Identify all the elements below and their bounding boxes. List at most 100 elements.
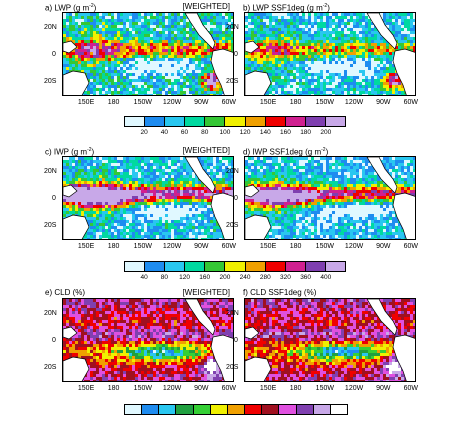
colorbar-swatch: [285, 117, 306, 126]
lon-label-180: 180: [107, 243, 120, 250]
colorbar-swatch: [165, 117, 186, 126]
colorbar-swatch: [205, 262, 226, 271]
lat-label-20s-row2b: 20S: [226, 222, 239, 229]
lat-label-0-row1: 0: [52, 51, 56, 58]
lon-label-150w: 150W: [133, 99, 152, 106]
colorbar-tick-label: 40: [160, 129, 168, 136]
colorbar-tick-label: 280: [259, 274, 271, 281]
colorbar-tick-label: 120: [179, 274, 190, 281]
colorbar-iwp-labels: 40 80 120 160 200 240 280 320 360 400: [124, 274, 346, 283]
colorbar-swatch: [125, 405, 143, 414]
lon-label-150e: 150E: [259, 243, 277, 250]
colorbar-swatch: [185, 262, 206, 271]
lon-label-120w: 120W: [344, 243, 364, 250]
colorbar-swatch: [225, 262, 246, 271]
lon-label-150e: 150E: [77, 243, 95, 250]
colorbar-lwp-labels: 20 40 60 80 100 120 140 160 180 200: [124, 129, 346, 138]
colorbar-tick-label: 360: [300, 274, 312, 281]
lon-label-150w: 150W: [315, 243, 334, 250]
map-iwp-ssf1deg: [244, 156, 416, 240]
colorbar-swatch: [285, 262, 306, 271]
lat-label-20n-row1b: 20N: [226, 24, 239, 31]
colorbar-tick-label: 180: [300, 129, 312, 136]
panel-c-tag: [WEIGHTED]: [182, 146, 230, 155]
colorbar-tick-label: 160: [199, 274, 211, 281]
panel-e-tag: [WEIGHTED]: [182, 288, 230, 297]
lon-label-60w: 60W: [221, 243, 237, 250]
colorbar-iwp: [124, 261, 346, 272]
colorbar-swatch: [210, 405, 228, 414]
colorbar-swatch: [176, 405, 194, 414]
panel-a-tag: [WEIGHTED]: [182, 2, 230, 11]
lon-label-60w: 60W: [403, 385, 419, 392]
lat-label-20s-row2: 20S: [44, 222, 57, 229]
lat-label-20s-row1: 20S: [44, 78, 57, 85]
lat-label-20n-row2b: 20N: [226, 168, 239, 175]
colorbar-swatch: [279, 405, 297, 414]
colorbar-tick-label: 40: [140, 274, 148, 281]
lat-label-20n-row1: 20N: [44, 24, 57, 31]
lat-label-0-row3b: 0: [234, 337, 238, 344]
colorbar-swatch: [225, 117, 246, 126]
colorbar-tick-label: 320: [280, 274, 291, 281]
lon-label-120w: 120W: [162, 385, 182, 392]
panel-c-title: c) IWP (g m-2): [45, 147, 95, 157]
colorbar-tick-label: 80: [160, 274, 168, 281]
colorbar-swatch: [265, 262, 286, 271]
lat-label-0-row3: 0: [52, 337, 56, 344]
lat-label-20n-row3b: 20N: [226, 310, 239, 317]
lon-label-120w: 120W: [162, 99, 182, 106]
colorbar-swatch: [245, 262, 266, 271]
lon-label-180: 180: [289, 99, 302, 106]
lon-label-150e: 150E: [77, 99, 95, 106]
colorbar-swatch: [165, 262, 186, 271]
colorbar-swatch: [325, 117, 346, 126]
panel-d-title: d) IWP SSF1deg (g m-2): [243, 147, 329, 157]
lat-label-0-row2: 0: [52, 195, 56, 202]
lat-label-20s-row3b: 20S: [226, 364, 239, 371]
lon-label-150w: 150W: [315, 99, 334, 106]
lon-label-150e: 150E: [259, 99, 277, 106]
colorbar-swatch: [262, 405, 280, 414]
lon-label-150e: 150E: [259, 385, 277, 392]
lon-label-180: 180: [289, 385, 302, 392]
colorbar-swatch: [185, 117, 206, 126]
panel-b-title: b) LWP SSF1deg (g m-2): [243, 3, 330, 13]
colorbar-tick-label: 100: [219, 129, 231, 136]
colorbar-swatch: [159, 405, 177, 414]
lon-label-90w: 90W: [194, 243, 209, 250]
panel-a-title: a) LWP (g m-2): [45, 3, 97, 13]
map-lwp-ssf1deg: [244, 12, 416, 96]
colorbar-swatch: [125, 117, 146, 126]
lon-label-90w: 90W: [376, 243, 391, 250]
lon-label-60w: 60W: [403, 243, 419, 250]
lon-label-60w: 60W: [221, 385, 237, 392]
colorbar-swatch: [245, 405, 263, 414]
colorbar-tick-label: 20: [140, 129, 148, 136]
colorbar-tick-label: 200: [219, 274, 231, 281]
colorbar-tick-label: 120: [239, 129, 251, 136]
map-lwp-weighted: [62, 12, 234, 96]
colorbar-swatch: [145, 117, 166, 126]
lat-label-0-row2b: 0: [234, 195, 238, 202]
lon-label-150w: 150W: [133, 243, 152, 250]
colorbar-swatch: [296, 405, 314, 414]
lat-label-20n-row2: 20N: [44, 168, 57, 175]
lat-label-20s-row3: 20S: [44, 364, 57, 371]
lon-label-120w: 120W: [344, 99, 364, 106]
colorbar-swatch: [305, 262, 326, 271]
lon-label-120w: 120W: [344, 385, 364, 392]
lon-label-150w: 150W: [133, 385, 152, 392]
lon-label-180: 180: [107, 385, 120, 392]
colorbar-tick-label: 140: [259, 129, 271, 136]
map-cld-weighted: [62, 298, 234, 382]
colorbar-swatch: [325, 262, 346, 271]
colorbar-swatch: [330, 405, 348, 414]
colorbar-tick-label: 60: [180, 129, 189, 136]
lat-label-0-row1b: 0: [234, 51, 238, 58]
colorbar-swatch: [305, 117, 326, 126]
colorbar-swatch: [205, 117, 226, 126]
lat-label-20s-row1b: 20S: [226, 78, 239, 85]
colorbar-swatch: [125, 262, 146, 271]
colorbar-swatch: [193, 405, 211, 414]
